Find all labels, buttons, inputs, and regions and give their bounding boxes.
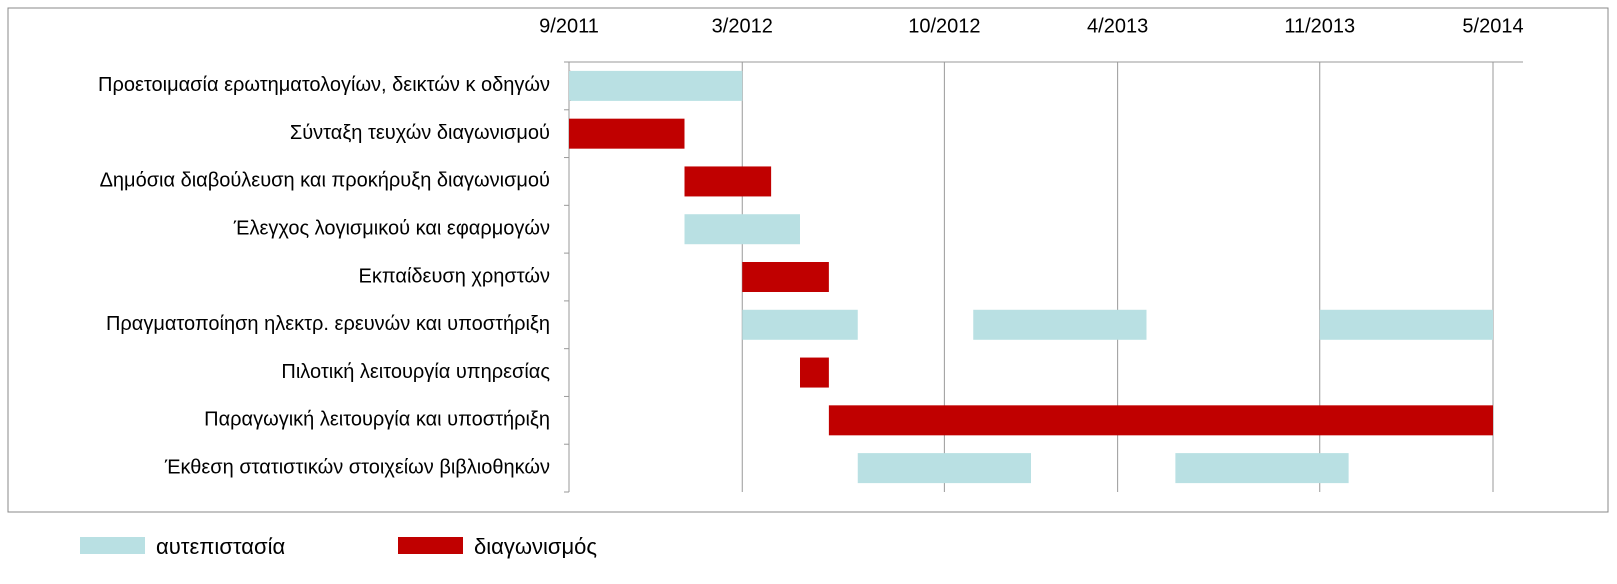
gantt-bar <box>800 357 829 388</box>
gantt-bar <box>569 70 743 101</box>
task-label: Δημόσια διαβούλευση και προκήρυξη διαγων… <box>100 170 550 192</box>
x-tick-label: 11/2013 <box>1284 15 1355 37</box>
task-label: Πραγματοποίηση ηλεκτρ. ερευνών και υποστ… <box>106 313 550 335</box>
legend-label: διαγωνισμός <box>474 534 597 559</box>
task-label: Παραγωγική λειτουργία και υποστήριξη <box>204 409 550 431</box>
x-tick-label: 4/2013 <box>1087 15 1148 37</box>
task-label: Σύνταξη τευχών διαγωνισμού <box>290 122 550 144</box>
legend-swatch <box>80 537 145 554</box>
gantt-bar <box>684 214 800 245</box>
gantt-bar <box>973 309 1147 340</box>
gantt-bar <box>742 262 829 292</box>
x-tick-label: 10/2012 <box>908 15 980 37</box>
task-label: Πιλοτική λειτουργία υπηρεσίας <box>281 361 550 383</box>
task-label: Εκπαίδευση χρηστών <box>359 265 550 287</box>
gantt-bar <box>828 405 1493 436</box>
gantt-bar <box>1319 309 1493 340</box>
gantt-bar <box>742 309 858 340</box>
task-label: Έλεγχος λογισμικού και εφαρμογών <box>233 218 550 240</box>
gantt-bar <box>569 118 685 149</box>
x-tick-label: 3/2012 <box>712 15 773 37</box>
task-label: Προετοιμασία ερωτηματολογίων, δεικτών κ … <box>98 74 550 96</box>
x-tick-label: 9/2011 <box>539 15 599 37</box>
task-label: Έκθεση στατιστικών στοιχείων βιβλιοθηκών <box>164 456 550 478</box>
gantt-bar <box>684 166 772 197</box>
gantt-bar <box>1175 453 1349 484</box>
legend-swatch <box>398 537 463 554</box>
gantt-bar <box>857 453 1031 484</box>
legend-label: αυτεπιστασία <box>156 534 285 559</box>
x-tick-label: 5/2014 <box>1462 15 1523 37</box>
